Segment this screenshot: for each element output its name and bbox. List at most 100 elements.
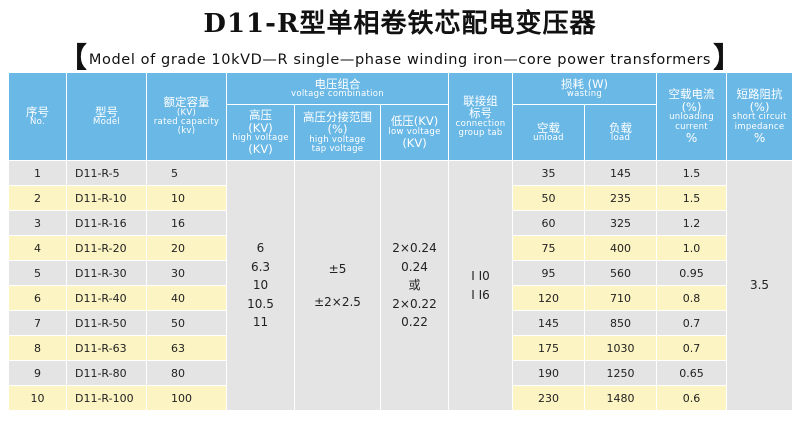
header-no: 序号 No.: [8, 72, 67, 161]
cell-capacity: 80: [146, 360, 227, 386]
cell-unloading-current: 1.5: [656, 185, 728, 211]
cell-load-loss: 145: [584, 160, 658, 186]
cell-model: D11-R-5: [66, 160, 147, 186]
cell-no: 8: [8, 335, 67, 361]
cell-capacity: 20: [146, 235, 227, 261]
cell-low-voltage-value: 0.24: [401, 259, 428, 274]
cell-unloading-current: 0.6: [656, 385, 728, 411]
cell-unload-loss: 120: [512, 285, 586, 311]
header-unloading-current: 空载电流 (%) unloading current %: [656, 72, 728, 161]
cell-low-voltage: 2×0.24 0.24 或 2×0.22 0.22: [379, 160, 450, 411]
cell-model: D11-R-16: [66, 210, 147, 236]
table-row: 2 D11-R-10 10 50 235 1.5: [8, 185, 793, 211]
cell-unload-loss: 95: [512, 260, 586, 286]
header-voltage-combination: 电压组合 voltage combination: [225, 72, 450, 105]
cell-tap-range-value: ±2×2.5: [314, 294, 361, 309]
cell-load-loss: 235: [584, 185, 658, 211]
cell-high-voltage-value: 10.5: [247, 296, 274, 311]
cell-unloading-current: 1.0: [656, 235, 728, 261]
subtitle-text: Model of grade 10kVD—R single—phase wind…: [88, 52, 712, 68]
cell-unload-loss: 60: [512, 210, 586, 236]
cell-capacity: 100: [146, 385, 227, 411]
cell-connection-group-value: I I0: [471, 268, 490, 283]
cell-unload-loss: 145: [512, 310, 586, 336]
left-bracket: 【: [58, 41, 87, 74]
table-row: 5 D11-R-30 30 95 560 0.95: [8, 260, 793, 286]
cell-model: D11-R-20: [66, 235, 147, 261]
cell-unloading-current: 1.5: [656, 160, 728, 186]
cell-capacity: 63: [146, 335, 227, 361]
cell-high-voltage-value: 10: [252, 278, 269, 293]
cell-unload-loss: 35: [512, 160, 586, 186]
table-row: 10 D11-R-100 100 230 1480 0.6: [8, 385, 793, 411]
cell-load-loss: 1030: [584, 335, 658, 361]
cell-model: D11-R-40: [66, 285, 147, 311]
cell-unloading-current: 1.2: [656, 210, 728, 236]
header-low-voltage: 低压(KV) low voltage (KV): [379, 104, 450, 161]
table-row: 6 D11-R-40 40 120 710 0.8: [8, 285, 793, 311]
cell-no: 4: [8, 235, 67, 261]
table-row: 9 D11-R-80 80 190 1250 0.65: [8, 360, 793, 386]
cell-capacity: 5: [146, 160, 227, 186]
subtitle: 【Model of grade 10kVD—R single—phase win…: [0, 36, 800, 76]
cell-high-voltage-value: 6: [256, 241, 265, 256]
cell-no: 9: [8, 360, 67, 386]
cell-no: 5: [8, 260, 67, 286]
cell-load-loss: 850: [584, 310, 658, 336]
cell-capacity: 40: [146, 285, 227, 311]
cell-load-loss: 400: [584, 235, 658, 261]
cell-unloading-current: 0.8: [656, 285, 728, 311]
cell-capacity: 30: [146, 260, 227, 286]
cell-unloading-current: 0.7: [656, 310, 728, 336]
cell-high-voltage-value: 6.3: [250, 259, 271, 274]
cell-unload-loss: 75: [512, 235, 586, 261]
table-row: 8 D11-R-63 63 175 1030 0.7: [8, 335, 793, 361]
cell-load-loss: 710: [584, 285, 658, 311]
header-high-voltage: 高压 (KV) high voltage (KV): [226, 104, 295, 161]
cell-model: D11-R-30: [66, 260, 147, 286]
cell-capacity: 50: [146, 310, 227, 336]
header-model: 型号 Model: [66, 72, 147, 161]
cell-model: D11-R-80: [66, 360, 147, 386]
cell-connection-group-value: I I6: [471, 287, 490, 302]
cell-capacity: 10: [146, 185, 227, 211]
cell-tap-range-value: ±5: [328, 261, 347, 276]
cell-no: 6: [8, 285, 67, 311]
cell-no: 1: [8, 160, 67, 186]
cell-high-voltage: 6 6.3 10 10.5 11: [226, 160, 295, 411]
cell-unloading-current: 0.7: [656, 335, 728, 361]
cell-load-loss: 1250: [584, 360, 658, 386]
cell-high-voltage-value: 11: [252, 315, 269, 330]
cell-low-voltage-value: 0.22: [401, 315, 428, 330]
header-rated-capacity: 额定容量 (KV) rated capacity (kv): [146, 72, 227, 161]
header-tap-range: 高压分接范围 (%) high voltage tap voltage: [294, 104, 381, 161]
page-title: D11-R型单相卷铁芯配电变压器: [203, 9, 597, 39]
cell-low-voltage-value: 或: [408, 278, 421, 293]
cell-capacity: 16: [146, 210, 227, 236]
table-row: 7 D11-R-50 50 145 850 0.7: [8, 310, 793, 336]
header-losses: 损耗 (W) wasting: [512, 72, 658, 105]
table-row: 1 D11-R-5 5 6 6.3 10 10.5 11 ±5 ±2×2.5 2×0.24 0.24 或…: [8, 160, 794, 411]
right-bracket: 】: [713, 41, 742, 74]
cell-impedance: 3.5: [726, 160, 794, 411]
cell-unloading-current: 0.65: [656, 360, 728, 386]
cell-unload-loss: 230: [512, 385, 586, 411]
cell-no: 10: [8, 385, 67, 411]
cell-low-voltage-value: 2×0.24: [392, 241, 437, 256]
table-row: 3 D11-R-16 16 60 325 1.2: [8, 210, 793, 236]
cell-low-voltage-value: 2×0.22: [392, 296, 437, 311]
cell-unloading-current: 0.95: [656, 260, 728, 286]
cell-model: D11-R-100: [66, 385, 147, 411]
cell-unload-loss: 190: [512, 360, 586, 386]
cell-model: D11-R-63: [66, 335, 147, 361]
cell-no: 2: [8, 185, 67, 211]
cell-unload-loss: 175: [512, 335, 586, 361]
cell-load-loss: 1480: [584, 385, 658, 411]
header-impedance: 短路阻抗 (%) short circuit impedance %: [726, 72, 794, 161]
cell-model: D11-R-10: [66, 185, 147, 211]
header-load-loss: 负载 load: [584, 104, 658, 161]
header-unload-loss: 空载 unload: [512, 104, 586, 161]
spec-table: 序号 No. 型号 Model 额定容量 (KV) rated capacity (kv…: [8, 72, 794, 411]
cell-load-loss: 325: [584, 210, 658, 236]
cell-unload-loss: 50: [512, 185, 586, 211]
